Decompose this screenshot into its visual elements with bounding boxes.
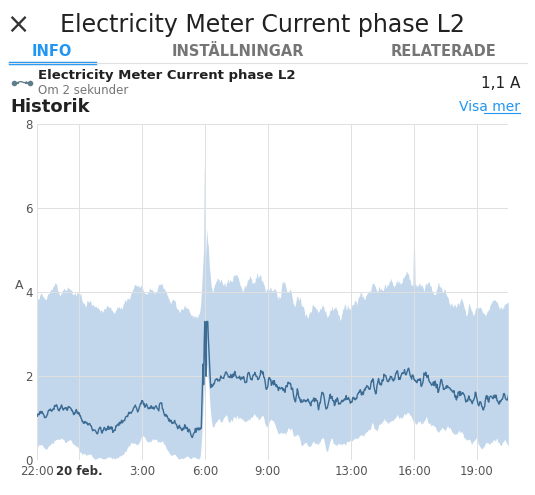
Text: INSTÄLLNINGAR: INSTÄLLNINGAR — [172, 45, 304, 59]
Text: Om 2 sekunder: Om 2 sekunder — [38, 84, 128, 97]
Text: Electricity Meter Current phase L2: Electricity Meter Current phase L2 — [60, 13, 465, 37]
Text: INFO: INFO — [32, 45, 72, 59]
Text: 1,1 A: 1,1 A — [480, 76, 520, 91]
Text: Visa mer: Visa mer — [459, 100, 520, 114]
Y-axis label: A: A — [16, 279, 24, 292]
Text: ~: ~ — [17, 74, 27, 92]
Text: Electricity Meter Current phase L2: Electricity Meter Current phase L2 — [38, 69, 295, 83]
Text: ×: × — [6, 11, 29, 39]
Text: RELATERADE: RELATERADE — [390, 45, 496, 59]
Text: Historik: Historik — [10, 98, 90, 116]
